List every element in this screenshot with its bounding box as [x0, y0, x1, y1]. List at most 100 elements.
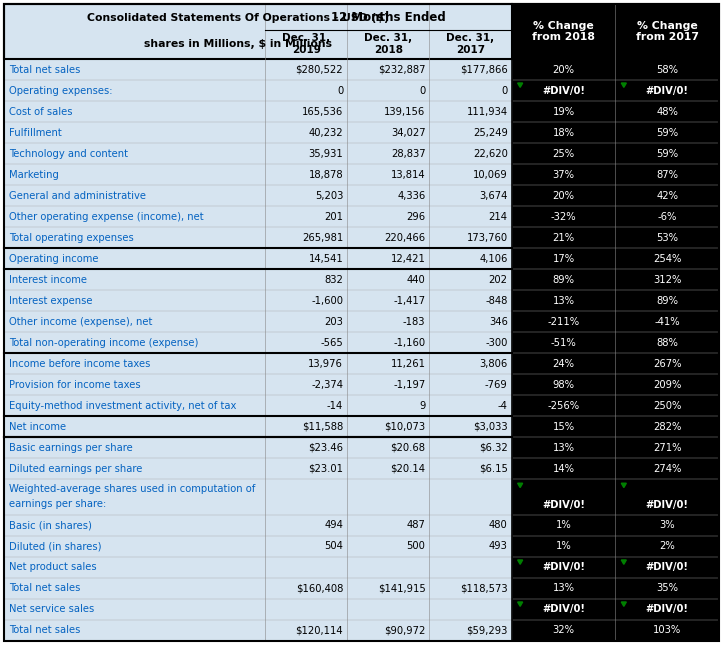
Polygon shape — [621, 483, 626, 488]
Text: $160,408: $160,408 — [296, 584, 343, 593]
Text: Net income: Net income — [9, 422, 66, 432]
Bar — [512, 311, 719, 332]
Text: 59%: 59% — [656, 128, 678, 137]
Text: 346: 346 — [489, 317, 508, 326]
Text: 59%: 59% — [656, 148, 678, 159]
Text: $23.46: $23.46 — [308, 442, 343, 453]
Polygon shape — [621, 83, 626, 87]
Text: 3,674: 3,674 — [479, 190, 508, 201]
Bar — [512, 374, 719, 395]
Text: #DIV/0!: #DIV/0! — [542, 500, 585, 510]
Bar — [512, 437, 719, 458]
Text: Income before income taxes: Income before income taxes — [9, 359, 150, 369]
Text: 165,536: 165,536 — [302, 106, 343, 117]
Text: Total net sales: Total net sales — [9, 584, 80, 593]
Text: 53%: 53% — [656, 233, 678, 243]
Bar — [512, 557, 719, 578]
Text: 111,934: 111,934 — [466, 106, 508, 117]
Text: 271%: 271% — [653, 442, 681, 453]
Text: 48%: 48% — [656, 106, 678, 117]
Text: 13%: 13% — [552, 442, 575, 453]
Text: $20.68: $20.68 — [390, 442, 425, 453]
Text: 87%: 87% — [656, 170, 678, 179]
Bar — [512, 4, 719, 59]
Bar — [4, 437, 512, 458]
Text: 5,203: 5,203 — [315, 190, 343, 201]
Text: 58%: 58% — [656, 64, 678, 75]
Text: 4,336: 4,336 — [397, 190, 425, 201]
Bar — [512, 122, 719, 143]
Text: Total net sales: Total net sales — [9, 626, 80, 635]
Bar — [4, 458, 512, 479]
Bar — [512, 599, 719, 620]
Text: Total operating expenses: Total operating expenses — [9, 233, 134, 243]
Polygon shape — [518, 560, 523, 564]
Text: 34,027: 34,027 — [391, 128, 425, 137]
Polygon shape — [621, 560, 626, 564]
Text: -32%: -32% — [551, 212, 576, 222]
Text: 11,261: 11,261 — [390, 359, 425, 369]
Text: -183: -183 — [403, 317, 425, 326]
Bar — [4, 4, 512, 59]
Text: 254%: 254% — [653, 253, 681, 264]
Text: Equity-method investment activity, net of tax: Equity-method investment activity, net o… — [9, 401, 236, 411]
Bar — [4, 59, 512, 80]
Bar — [4, 311, 512, 332]
Text: Fulfillment: Fulfillment — [9, 128, 61, 137]
Text: -2,374: -2,374 — [311, 380, 343, 390]
Bar — [512, 353, 719, 374]
Text: Dec. 31,
2019: Dec. 31, 2019 — [282, 34, 330, 55]
Text: $11,588: $11,588 — [302, 422, 343, 432]
Bar — [4, 269, 512, 290]
Bar — [512, 206, 719, 227]
Bar — [4, 536, 512, 557]
Text: % Change
from 2017: % Change from 2017 — [636, 21, 698, 43]
Bar — [512, 479, 719, 515]
Text: 832: 832 — [325, 275, 343, 284]
Text: 203: 203 — [325, 317, 343, 326]
Bar — [512, 536, 719, 557]
Text: #DIV/0!: #DIV/0! — [646, 500, 689, 510]
Text: Consolidated Statements Of Operations - USD ($): Consolidated Statements Of Operations - … — [87, 13, 389, 23]
Bar — [4, 101, 512, 122]
Text: $10,073: $10,073 — [385, 422, 425, 432]
Polygon shape — [621, 602, 626, 606]
Text: Basic earnings per share: Basic earnings per share — [9, 442, 133, 453]
Bar — [4, 515, 512, 536]
Text: -300: -300 — [485, 337, 508, 348]
Text: General and administrative: General and administrative — [9, 190, 146, 201]
Text: 20%: 20% — [552, 64, 575, 75]
Text: $232,887: $232,887 — [378, 64, 425, 75]
Text: 18,878: 18,878 — [309, 170, 343, 179]
Bar — [4, 164, 512, 185]
Text: Other operating expense (income), net: Other operating expense (income), net — [9, 212, 204, 222]
Text: 9: 9 — [419, 401, 425, 411]
Text: 3,806: 3,806 — [479, 359, 508, 369]
Bar — [4, 248, 512, 269]
Bar — [512, 59, 719, 80]
Bar — [4, 80, 512, 101]
Text: 89%: 89% — [552, 275, 575, 284]
Text: 37%: 37% — [552, 170, 575, 179]
Text: 493: 493 — [489, 541, 508, 551]
Text: 42%: 42% — [656, 190, 678, 201]
Bar — [4, 416, 512, 437]
Text: -14: -14 — [327, 401, 343, 411]
Text: 500: 500 — [406, 541, 425, 551]
Text: 139,156: 139,156 — [384, 106, 425, 117]
Text: 103%: 103% — [653, 626, 681, 635]
Bar — [4, 578, 512, 599]
Text: Net service sales: Net service sales — [9, 604, 94, 615]
Text: 40,232: 40,232 — [309, 128, 343, 137]
Bar — [512, 458, 719, 479]
Bar — [4, 374, 512, 395]
Text: Net product sales: Net product sales — [9, 562, 97, 573]
Text: $23.01: $23.01 — [308, 464, 343, 473]
Text: 25%: 25% — [552, 148, 575, 159]
Text: $6.15: $6.15 — [479, 464, 508, 473]
Text: Weighted-average shares used in computation of: Weighted-average shares used in computat… — [9, 484, 255, 494]
Text: $3,033: $3,033 — [473, 422, 508, 432]
Polygon shape — [518, 83, 523, 87]
Text: -1,197: -1,197 — [393, 380, 425, 390]
Text: % Change
from 2018: % Change from 2018 — [532, 21, 595, 43]
